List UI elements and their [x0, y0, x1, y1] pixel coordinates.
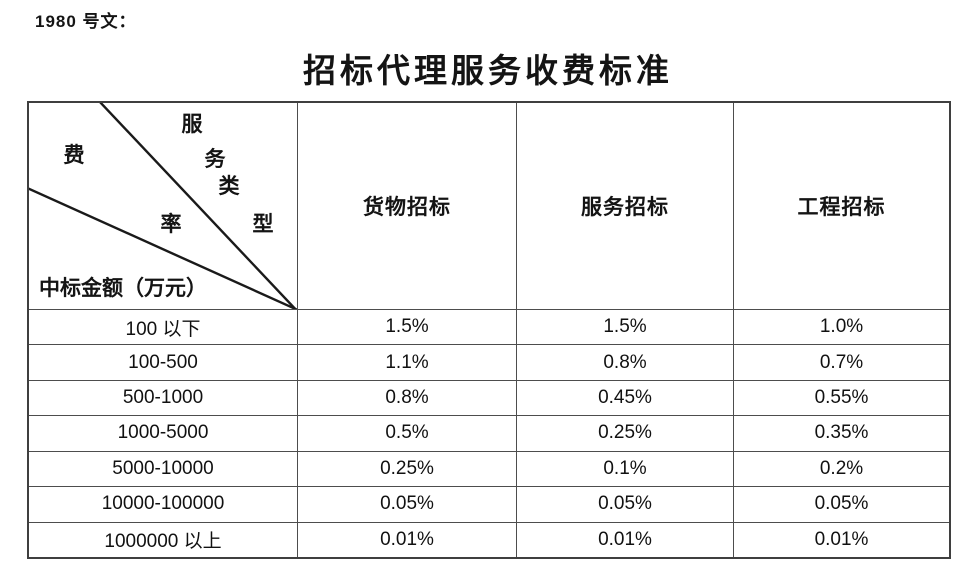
column-header-engineering: 工程招标 [733, 103, 949, 309]
rate-cell: 0.45% [516, 379, 733, 416]
row-label: 1000-5000 [29, 415, 297, 450]
row-label: 1000000 以上 [29, 521, 297, 557]
diagonal-line-upper [99, 103, 297, 309]
rate-cell: 0.01% [733, 521, 949, 557]
rate-cell: 1.5% [297, 309, 516, 345]
service-type-label-char: 类 [218, 174, 240, 198]
rate-cell: 0.05% [516, 486, 733, 522]
bid-amount-label: 中标金额（万元） [39, 276, 207, 300]
rate-cell: 0.7% [733, 344, 949, 380]
service-type-label-char: 服 [181, 112, 203, 136]
page-title: 招标代理服务收费标准 [303, 54, 673, 90]
row-label: 10000-100000 [29, 486, 297, 521]
rate-cell: 0.5% [297, 415, 516, 451]
rate-cell: 0.01% [516, 521, 733, 557]
fee-rate-label-char: 费 [63, 143, 85, 167]
service-type-label-char: 型 [252, 212, 274, 236]
fee-rate-label-char: 率 [160, 212, 182, 236]
rate-cell: 0.05% [297, 486, 516, 522]
rate-cell: 1.0% [733, 309, 949, 345]
rate-cell: 1.1% [297, 344, 516, 380]
rate-cell: 0.2% [733, 450, 949, 487]
rate-cell: 0.1% [516, 450, 733, 487]
rate-cell: 1.5% [516, 309, 733, 345]
rate-cell: 0.25% [516, 415, 733, 451]
rate-cell: 0.05% [733, 486, 949, 522]
diagonal-lines [29, 103, 297, 309]
doc-number: 1980 号文： [35, 12, 137, 31]
diagonal-line-lower [29, 187, 297, 309]
rate-cell: 0.55% [733, 379, 949, 416]
row-label: 100 以下 [29, 309, 297, 344]
rate-cell: 0.25% [297, 450, 516, 487]
fee-standard-table: 费 服 务 类 率 型 中标金额（万元） 货物招标 服务招标 工程招标 100 … [27, 101, 951, 559]
column-header-service: 服务招标 [516, 103, 733, 309]
rate-cell: 0.35% [733, 415, 949, 451]
column-header-goods: 货物招标 [297, 103, 516, 309]
corner-header-cell: 费 服 务 类 率 型 中标金额（万元） [29, 103, 297, 309]
row-label: 100-500 [29, 344, 297, 379]
row-label: 5000-10000 [29, 450, 297, 486]
rate-cell: 0.01% [297, 521, 516, 557]
rate-cell: 0.8% [516, 344, 733, 380]
rate-cell: 0.8% [297, 379, 516, 416]
service-type-label-char: 务 [204, 147, 226, 171]
row-label: 500-1000 [29, 379, 297, 415]
